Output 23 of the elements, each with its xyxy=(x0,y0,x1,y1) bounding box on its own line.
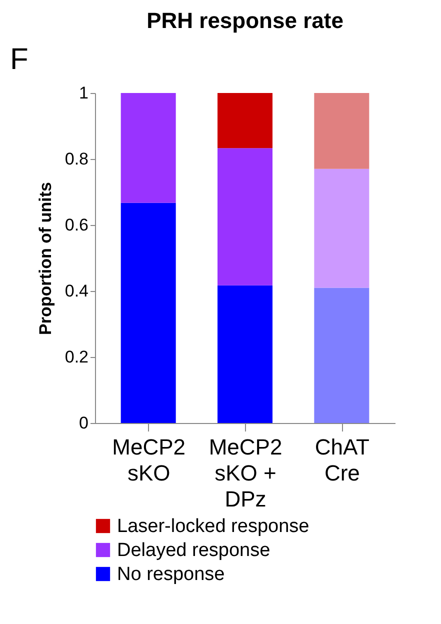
x-tick-label: ChAT Cre xyxy=(314,434,370,486)
y-axis-title: Proportion of units xyxy=(36,182,55,335)
y-tick-label: 1 xyxy=(79,84,88,102)
y-tick-label: 0.6 xyxy=(64,216,88,234)
x-tick-label: MeCP2 sKO xyxy=(112,434,186,486)
bar xyxy=(314,93,370,169)
bar xyxy=(120,93,176,203)
bar xyxy=(218,285,272,423)
bar xyxy=(218,148,272,286)
y-tick-label: 0.8 xyxy=(64,150,88,168)
bar xyxy=(120,202,176,423)
legend-label: Delayed response xyxy=(117,540,270,561)
legend-label: Laser-locked response xyxy=(117,516,310,537)
y-tick-label: 0 xyxy=(79,414,88,432)
bar xyxy=(218,93,272,148)
legend-label: No response xyxy=(117,564,225,585)
text: F xyxy=(10,43,28,76)
chart-title: PRH response rate xyxy=(146,8,344,33)
y-tick-label: 0.2 xyxy=(64,348,88,366)
bar xyxy=(314,288,370,423)
x-tick-label: MeCP2 sKO + DPz xyxy=(208,434,282,512)
bar xyxy=(314,168,370,288)
y-tick-label: 0.4 xyxy=(64,282,88,300)
